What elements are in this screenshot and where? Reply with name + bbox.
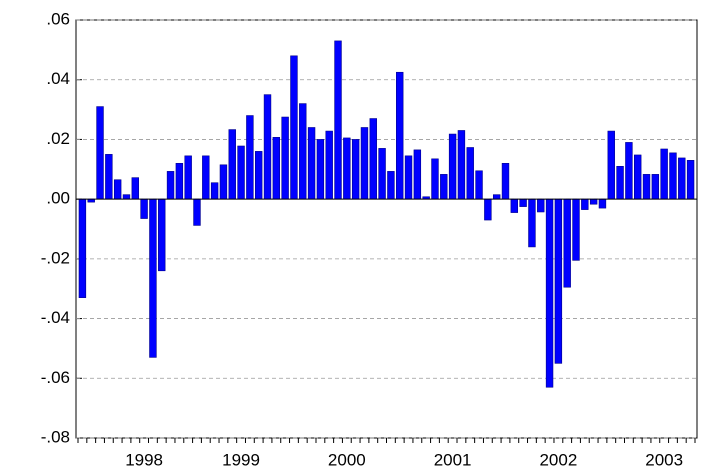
x-tick-label: 1998 (125, 450, 163, 469)
bar (166, 171, 175, 200)
bar (625, 142, 633, 200)
bar (281, 116, 289, 200)
bar (501, 163, 510, 200)
bar (96, 106, 104, 200)
bar (634, 154, 642, 200)
bar (431, 158, 439, 200)
bar (440, 174, 448, 200)
bar (299, 103, 307, 200)
bar (669, 152, 677, 200)
bar (475, 170, 483, 200)
bar (228, 129, 236, 200)
bar (589, 198, 598, 205)
bar (351, 139, 360, 200)
bar (131, 177, 139, 200)
bar (616, 166, 624, 200)
y-tick-label: -.04 (41, 308, 70, 327)
bar (122, 194, 131, 200)
bar (263, 94, 272, 200)
bar (237, 145, 245, 200)
bar (466, 147, 474, 200)
bar (175, 163, 184, 200)
bar (360, 127, 369, 200)
bar (448, 133, 457, 200)
bar (396, 71, 404, 200)
bar (457, 130, 466, 200)
y-tick-label: .04 (46, 69, 70, 88)
bar (554, 198, 563, 364)
y-tick-label: -.02 (41, 248, 70, 267)
bar (184, 155, 192, 200)
bar (325, 130, 333, 200)
bar (272, 137, 281, 200)
bar (651, 174, 660, 200)
y-tick-label: -.08 (41, 427, 70, 446)
bar (686, 160, 695, 200)
bar (598, 198, 607, 209)
x-tick-label: 2002 (539, 450, 577, 469)
bar (113, 179, 122, 200)
x-tick-label: 2000 (328, 450, 366, 469)
bar (334, 40, 342, 200)
y-tick-label: .06 (46, 9, 70, 28)
bar (510, 198, 519, 213)
bar (78, 198, 87, 298)
bar (528, 198, 536, 248)
bar (246, 115, 254, 200)
bar (369, 118, 377, 200)
bar (660, 148, 668, 200)
bar (254, 151, 263, 200)
bar (307, 127, 316, 200)
bar (378, 148, 386, 200)
bar (290, 55, 298, 200)
bar (193, 198, 201, 226)
bar (343, 137, 351, 200)
x-tick-label: 2003 (645, 450, 683, 469)
bar (149, 198, 157, 358)
bar (581, 198, 589, 210)
bar (210, 182, 219, 200)
bar (563, 198, 571, 288)
bar (219, 164, 228, 200)
bar (404, 155, 413, 200)
bar (545, 198, 554, 388)
bar (484, 198, 492, 221)
bar (387, 171, 395, 200)
bar (537, 198, 545, 213)
y-tick-label: .00 (46, 189, 70, 208)
plot-frame (75, 19, 698, 439)
y-tick-label: -.06 (41, 368, 70, 387)
bar (140, 198, 148, 219)
bar (607, 130, 615, 200)
x-tick-label: 2001 (434, 450, 472, 469)
bar (678, 157, 686, 200)
y-tick-label: .02 (46, 129, 70, 148)
bar (642, 174, 651, 200)
bar (202, 155, 210, 200)
bar (316, 139, 325, 200)
x-tick-label: 1999 (222, 450, 260, 469)
bar (105, 154, 113, 200)
bar (572, 198, 580, 261)
bar (492, 194, 501, 200)
bar (413, 149, 422, 200)
bar (158, 198, 166, 272)
bar (519, 198, 527, 207)
